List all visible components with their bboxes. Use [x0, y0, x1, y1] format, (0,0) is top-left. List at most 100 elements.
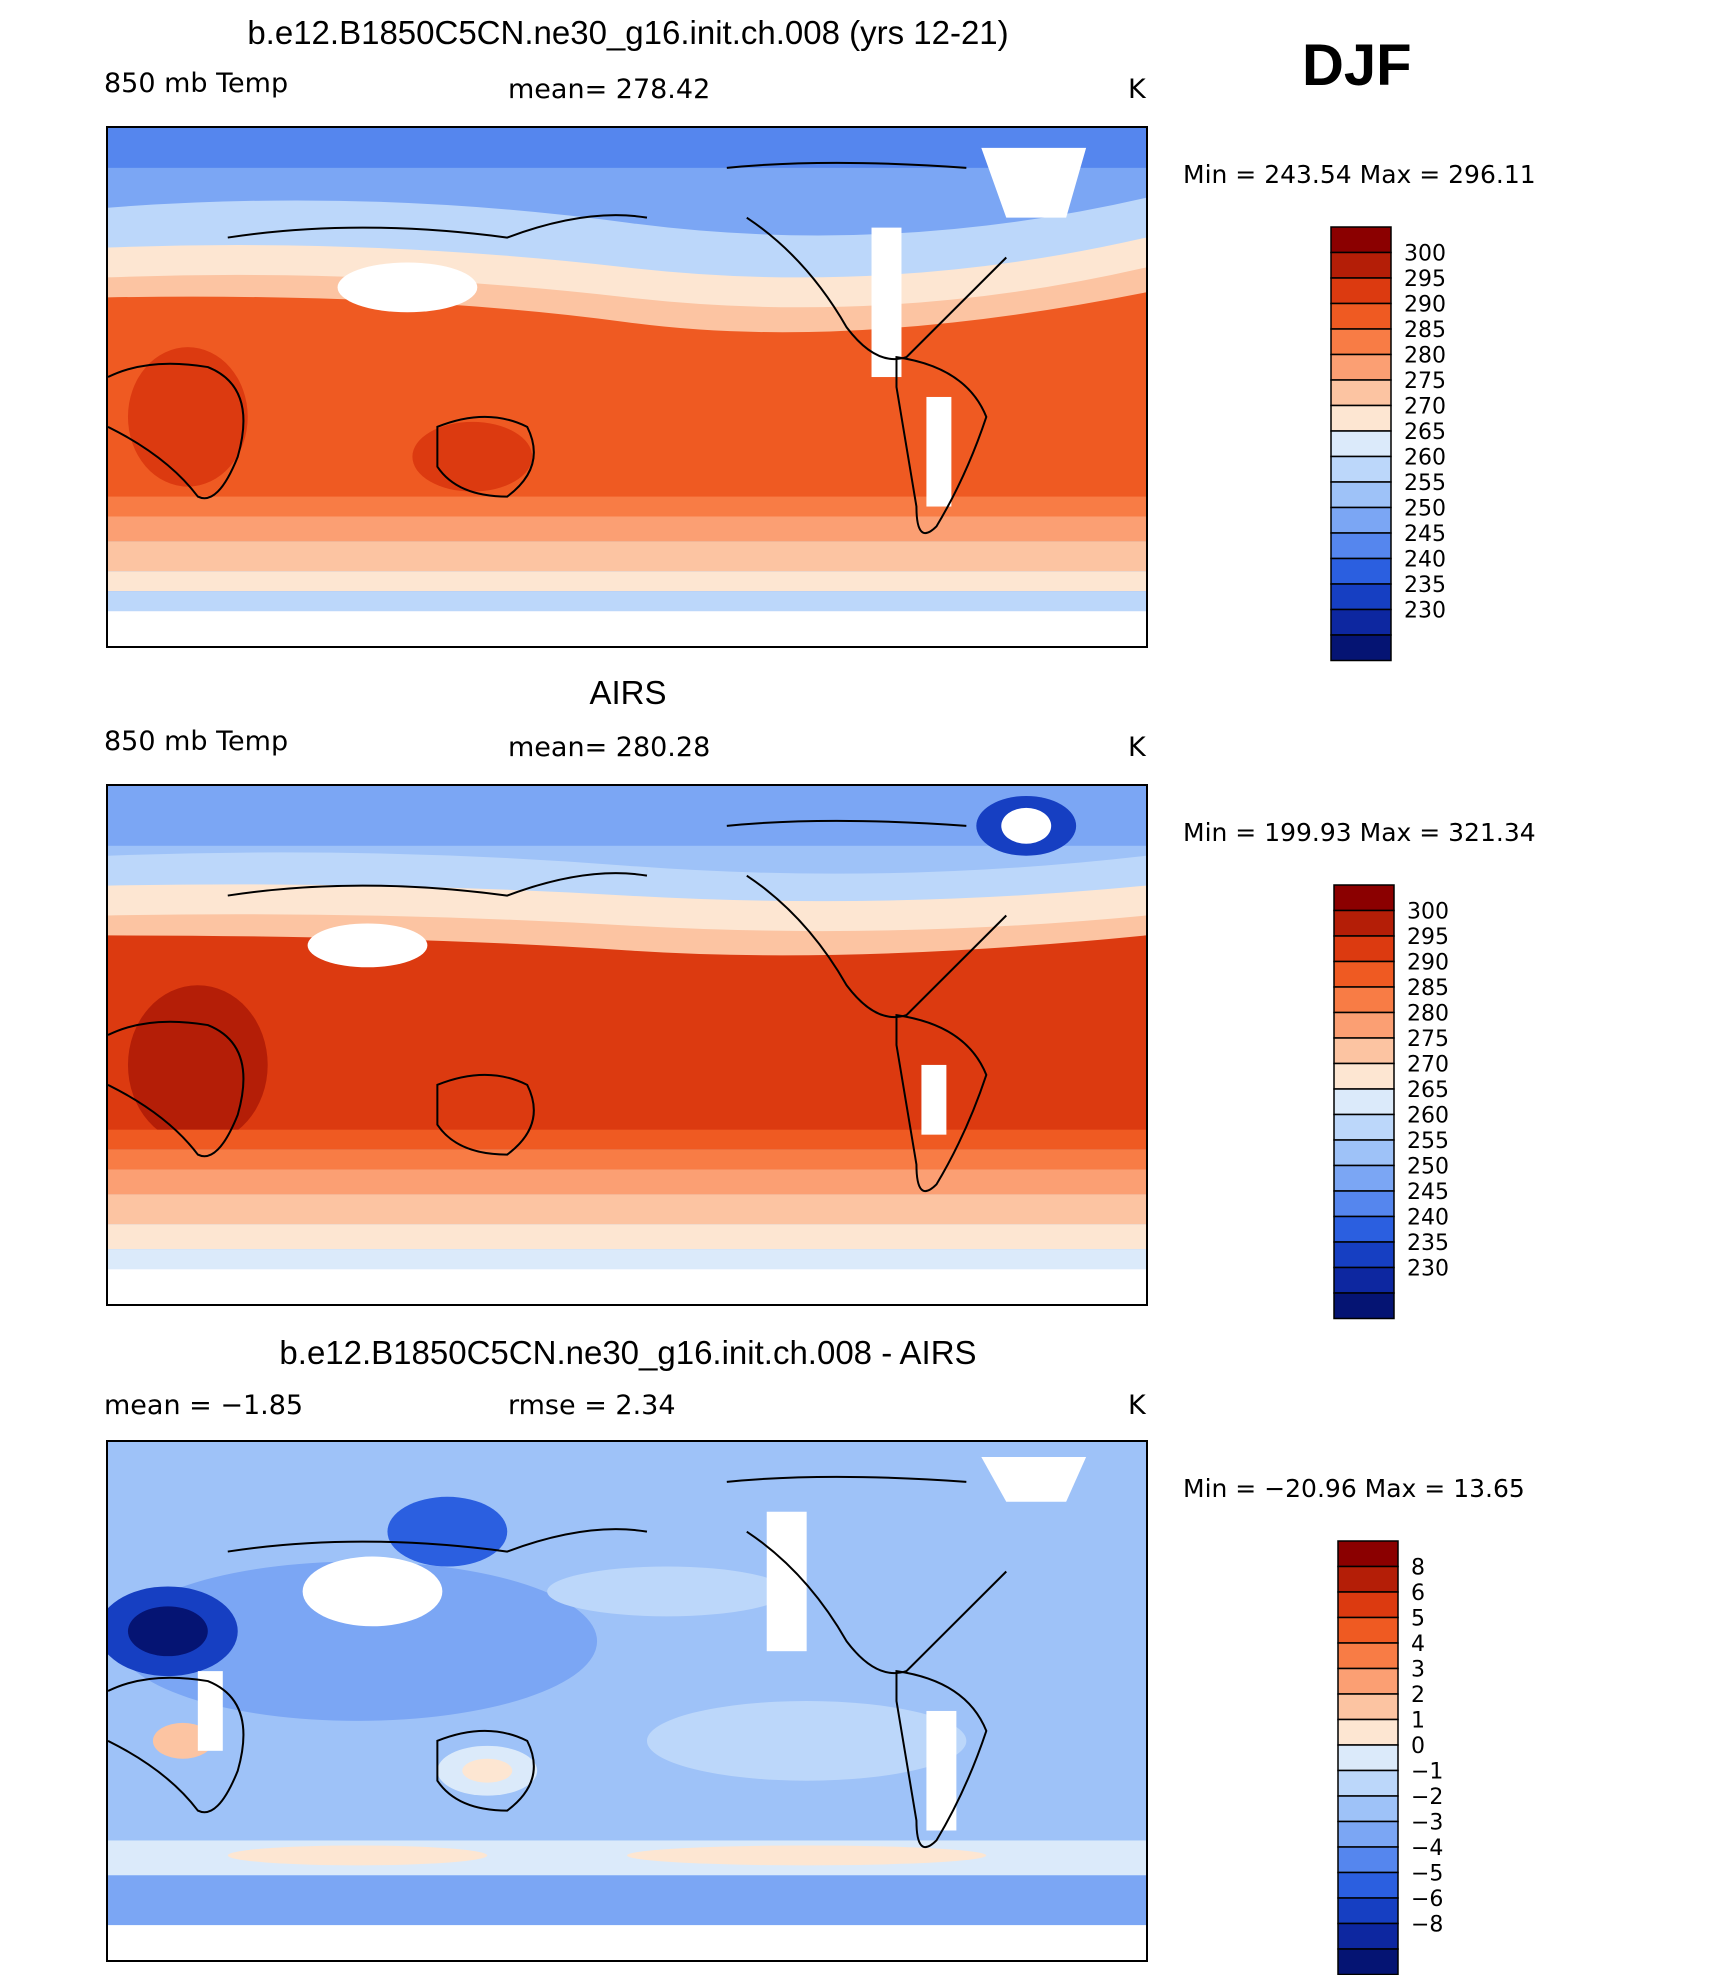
colorbar-swatch [1333, 1164, 1395, 1192]
colorbar-tick-label: 4 [1411, 1632, 1425, 1657]
colorbar-tick-label: 300 [1407, 900, 1449, 925]
colorbar-tick-label: 255 [1404, 471, 1446, 496]
colorbar-tick-label: 295 [1404, 267, 1446, 292]
coastline-outline [108, 819, 1007, 1192]
colorbar-tick-label: 240 [1407, 1206, 1449, 1231]
panel-obs-minmax: Min = 199.93 Max = 321.34 [1183, 818, 1536, 847]
panel-obs-mean: mean= 280.28 [508, 732, 711, 763]
panel-obs-colorbar: 300 295 290 285 280 275 270 265 260 255 250 245 240 2… [1333, 884, 1593, 1320]
colorbar-swatch [1333, 986, 1395, 1014]
panel-diff-mean: mean = −1.85 [104, 1390, 304, 1421]
colorbar-tick-label: 270 [1407, 1053, 1449, 1078]
colorbar-swatch [1333, 960, 1395, 988]
colorbar-tick-label: 230 [1404, 599, 1446, 624]
season-label: DJF [1302, 33, 1412, 98]
panel-obs-units: K [1128, 732, 1146, 763]
colorbar-swatch [1337, 1718, 1399, 1746]
colorbar-swatch [1330, 634, 1392, 662]
colorbar-tick-label: 0 [1411, 1734, 1425, 1759]
colorbar-swatch [1337, 1820, 1399, 1848]
colorbar-swatch [1330, 583, 1392, 611]
panel-diff-rmse: rmse = 2.34 [508, 1390, 676, 1421]
panel-model-mean: mean= 278.42 [508, 74, 711, 105]
panel-diff-map [106, 1440, 1148, 1962]
panel-obs-map [106, 784, 1148, 1306]
colorbar-swatch [1330, 353, 1392, 381]
colorbar-tick-label: 290 [1404, 293, 1446, 318]
panel-obs-variable: 850 mb Temp [104, 726, 289, 757]
panel-model-variable: 850 mb Temp [104, 68, 289, 99]
colorbar-swatch [1333, 1139, 1395, 1167]
colorbar-swatch [1337, 1591, 1399, 1619]
colorbar-tick-label: −3 [1411, 1811, 1443, 1836]
colorbar-tick-label: 240 [1404, 548, 1446, 573]
colorbar-tick-label: 300 [1404, 242, 1446, 267]
colorbar-swatch [1330, 226, 1392, 254]
colorbar-swatch [1330, 455, 1392, 483]
panel-model-minmax: Min = 243.54 Max = 296.11 [1183, 160, 1536, 189]
colorbar-swatch [1337, 1846, 1399, 1874]
coastline-outline [108, 161, 1007, 534]
colorbar-tick-label: 270 [1404, 395, 1446, 420]
colorbar-tick-label: 280 [1407, 1002, 1449, 1027]
colorbar-swatch [1337, 1616, 1399, 1644]
colorbar-tick-label: −4 [1411, 1836, 1443, 1861]
colorbar-swatch [1337, 1871, 1399, 1899]
panel-obs-colorbar-svg: 3002952902852802752702652602552502452402… [1333, 884, 1449, 1320]
colorbar-swatch [1333, 1088, 1395, 1116]
colorbar-swatch [1333, 1190, 1395, 1218]
colorbar-swatch [1330, 251, 1392, 279]
colorbar-swatch [1330, 302, 1392, 330]
colorbar-tick-label: 265 [1404, 420, 1446, 445]
colorbar-swatch [1333, 935, 1395, 963]
temperature-field [108, 786, 1146, 1304]
colorbar-swatch [1337, 1948, 1399, 1975]
panel-model-title: b.e12.B1850C5CN.ne30_g16.init.ch.008 (yr… [247, 14, 1009, 51]
colorbar-swatch [1330, 379, 1392, 407]
colorbar-swatch [1337, 1642, 1399, 1670]
colorbar-tick-label: 280 [1404, 344, 1446, 369]
colorbar-tick-label: 275 [1407, 1027, 1449, 1052]
colorbar-tick-label: −5 [1411, 1862, 1443, 1887]
colorbar-tick-label: 285 [1407, 976, 1449, 1001]
colorbar-swatch [1330, 404, 1392, 432]
panel-diff-colorbar: 8 6 5 4 3 2 1 0 −1 −2 −3 −4 −5 −6 −8 [1337, 1540, 1597, 1975]
colorbar-tick-label: −2 [1411, 1785, 1443, 1810]
colorbar-swatch [1337, 1693, 1399, 1721]
colorbar-tick-label: 260 [1404, 446, 1446, 471]
colorbar-tick-label: 2 [1411, 1683, 1425, 1708]
colorbar-tick-label: 255 [1407, 1129, 1449, 1154]
colorbar-tick-label: 6 [1411, 1581, 1425, 1606]
colorbar-tick-label: 295 [1407, 925, 1449, 950]
colorbar-swatch [1337, 1897, 1399, 1925]
colorbar-swatch [1330, 328, 1392, 356]
colorbar-swatch [1337, 1922, 1399, 1950]
colorbar-tick-label: 245 [1407, 1180, 1449, 1205]
colorbar-swatch [1337, 1565, 1399, 1593]
colorbar-swatch [1330, 481, 1392, 509]
colorbar-tick-label: 230 [1407, 1257, 1449, 1282]
colorbar-swatch [1333, 1215, 1395, 1243]
colorbar-swatch [1330, 430, 1392, 458]
colorbar-tick-label: 290 [1407, 951, 1449, 976]
difference-field [108, 1442, 1146, 1960]
panel-diff-title: b.e12.B1850C5CN.ne30_g16.init.ch.008 - A… [279, 1334, 977, 1371]
panel-model-units: K [1128, 74, 1146, 105]
colorbar-swatch [1337, 1769, 1399, 1797]
colorbar-swatch [1333, 884, 1395, 912]
colorbar-swatch [1333, 1037, 1395, 1065]
colorbar-tick-label: 275 [1404, 369, 1446, 394]
colorbar-swatch [1330, 532, 1392, 560]
colorbar-swatch [1333, 1266, 1395, 1294]
coastline-outline [108, 1475, 1007, 1848]
colorbar-swatch [1337, 1540, 1399, 1568]
colorbar-tick-label: 250 [1407, 1155, 1449, 1180]
colorbar-swatch [1333, 1241, 1395, 1269]
colorbar-tick-label: 250 [1404, 497, 1446, 522]
colorbar-tick-label: 1 [1411, 1709, 1425, 1734]
colorbar-swatch [1337, 1744, 1399, 1772]
panel-diff-minmax: Min = −20.96 Max = 13.65 [1183, 1474, 1525, 1503]
colorbar-swatch [1330, 557, 1392, 585]
colorbar-tick-label: −8 [1411, 1913, 1443, 1938]
